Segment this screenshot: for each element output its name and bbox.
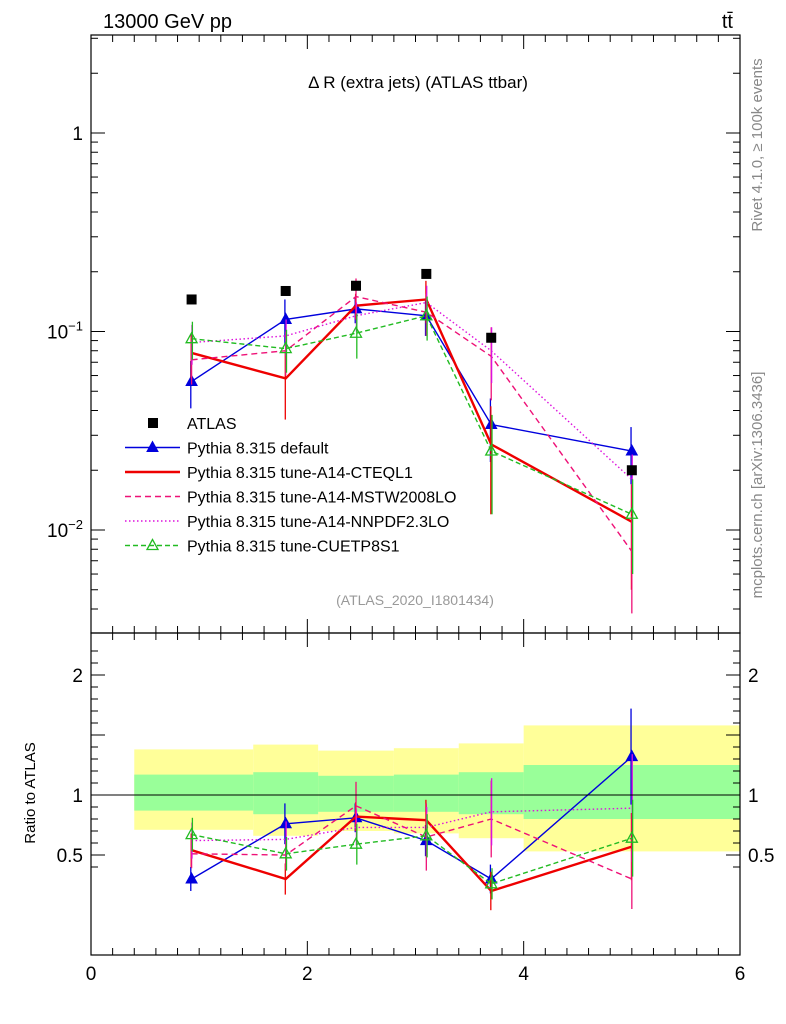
series-5-marker — [184, 331, 199, 344]
legend-marker — [146, 440, 159, 452]
series-5-marker — [349, 325, 363, 338]
main-plot-series — [184, 268, 639, 614]
series-5-marker — [484, 443, 498, 456]
legend: ATLAS Pythia 8.315 default Pythia 8.315 tu… — [125, 416, 456, 556]
x-tick-label: 4 — [518, 964, 529, 985]
legend-label: Pythia 8.315 tune-A14-MSTW2008LO — [187, 490, 456, 507]
ratio-tick-label: 2 — [72, 666, 83, 687]
ratio-band-inner — [134, 774, 254, 811]
series-5-marker — [419, 308, 433, 321]
atlas-data-point — [351, 280, 362, 291]
legend-label: Pythia 8.315 tune-CUETP8S1 — [187, 539, 400, 556]
atlas-data-point — [626, 465, 637, 476]
ratio-tick-label: 0.5 — [57, 846, 83, 867]
y-tick-label: 1 — [72, 124, 83, 145]
y-tick-label: 10−1 — [47, 319, 83, 344]
ratio-tick-label: 1 — [748, 786, 759, 807]
atlas-data-point — [486, 332, 497, 343]
series-3-line — [191, 295, 633, 552]
legend-label-atlas: ATLAS — [187, 416, 237, 433]
atlas-data-point — [280, 285, 291, 296]
x-tick-label: 6 — [735, 964, 746, 985]
y-tick-label: 10−2 — [47, 517, 83, 542]
series-5-ratio-marker — [484, 876, 498, 889]
series-5-ratio-marker — [184, 827, 199, 840]
atlas-data-point — [186, 294, 197, 305]
legend-marker-atlas — [148, 418, 158, 428]
series-5-ratio-line — [191, 833, 633, 885]
series-5-marker — [625, 506, 639, 519]
series-5-ratio-marker — [349, 836, 363, 849]
series-5-ratio-marker — [419, 828, 433, 841]
legend-label: Pythia 8.315 tune-A14-NNPDF2.3LO — [187, 514, 449, 531]
rivet-label: Rivet 4.1.0, ≥ 100k events — [749, 58, 766, 231]
series-5-marker — [279, 341, 293, 354]
series-5-line — [191, 314, 633, 515]
source-label: mcplots.cern.ch [arXiv:1306.3436] — [749, 372, 766, 599]
legend-marker — [145, 538, 160, 551]
series-2-line — [191, 298, 633, 523]
ratio-band-inner — [253, 772, 319, 815]
ratio-tick-label: 0.5 — [748, 846, 774, 867]
legend-label: Pythia 8.315 default — [187, 441, 329, 458]
process-label: tt̄ — [722, 11, 734, 33]
series-5-ratio-marker — [625, 830, 639, 843]
x-tick-label: 0 — [86, 964, 97, 985]
plot-title: Δ R (extra jets) (ATLAS ttbar) — [308, 73, 528, 92]
series-1-ratio-line — [191, 756, 633, 880]
atlas-data-point — [421, 268, 432, 279]
ratio-plot-series — [184, 708, 639, 911]
ratio-axis-label: Ratio to ATLAS — [22, 742, 39, 843]
axes: 0 2 4 6 1 10−1 10−2 0.5 0.5 1 1 2 2 — [47, 35, 774, 985]
series-1-line — [191, 308, 632, 452]
analysis-id: (ATLAS_2020_I1801434) — [336, 592, 494, 608]
ratio-tick-label: 1 — [72, 786, 83, 807]
series-1-ratio-marker — [185, 871, 198, 884]
ratio-tick-label: 2 — [748, 666, 759, 687]
series-5-ratio-marker — [279, 846, 293, 859]
energy-label: 13000 GeV pp — [103, 11, 232, 33]
legend-label: Pythia 8.315 tune-A14-CTEQL1 — [187, 465, 413, 482]
series-2-ratio-line — [191, 815, 633, 893]
x-tick-label: 2 — [302, 964, 313, 985]
series-4-ratio-line — [191, 807, 632, 842]
